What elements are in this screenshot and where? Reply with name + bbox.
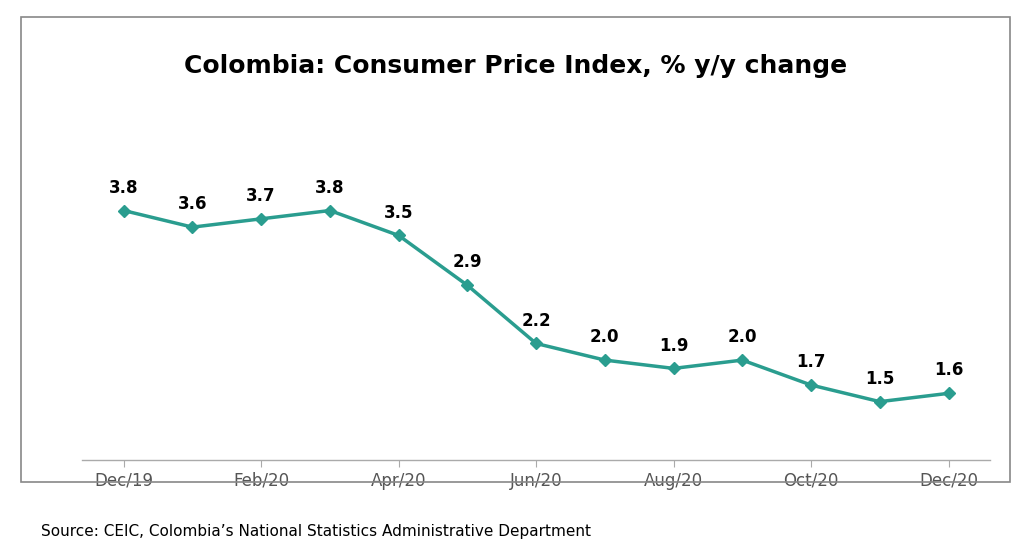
Text: Colombia: Consumer Price Index, % y/y change: Colombia: Consumer Price Index, % y/y ch… [184, 54, 847, 79]
Text: 2.0: 2.0 [590, 328, 620, 346]
Text: 3.8: 3.8 [315, 178, 344, 197]
Text: 3.8: 3.8 [109, 178, 138, 197]
Text: 2.2: 2.2 [522, 311, 551, 330]
Text: 1.7: 1.7 [796, 353, 826, 371]
Text: 3.7: 3.7 [246, 187, 276, 205]
Text: 1.9: 1.9 [659, 336, 689, 355]
Text: 1.5: 1.5 [865, 370, 895, 388]
Text: 3.6: 3.6 [177, 195, 207, 213]
Text: Source: CEIC, Colombia’s National Statistics Administrative Department: Source: CEIC, Colombia’s National Statis… [41, 524, 591, 540]
Text: 3.5: 3.5 [384, 203, 413, 222]
Text: 2.0: 2.0 [728, 328, 757, 346]
Text: 1.6: 1.6 [934, 361, 963, 379]
Text: 2.9: 2.9 [453, 253, 483, 271]
